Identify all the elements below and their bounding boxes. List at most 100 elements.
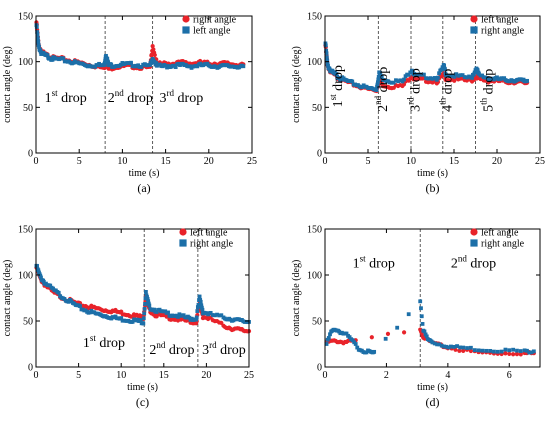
data-point xyxy=(215,312,219,317)
x-tick-label: 2 xyxy=(384,370,389,381)
y-tick-label: 0 xyxy=(28,149,33,160)
x-tick-label: 20 xyxy=(204,156,214,167)
annotation-superscript: nd xyxy=(458,254,468,264)
data-point xyxy=(515,348,519,353)
data-point xyxy=(468,348,473,354)
data-point xyxy=(379,75,384,79)
data-point xyxy=(401,82,407,87)
data-point xyxy=(395,325,400,330)
x-axis-label: time (s) xyxy=(417,382,448,393)
data-point xyxy=(475,68,480,73)
data-point xyxy=(39,275,43,280)
series-2-points xyxy=(323,41,529,93)
data-point xyxy=(418,299,423,304)
data-point xyxy=(102,62,107,67)
annotation-superscript: rd xyxy=(167,88,175,98)
data-point xyxy=(444,344,449,349)
y-tick-label: 100 xyxy=(18,57,33,68)
data-point xyxy=(374,88,379,93)
data-point xyxy=(146,299,151,304)
data-point xyxy=(462,75,467,79)
legend-marker-circle xyxy=(179,228,187,236)
annotation-text: drop xyxy=(331,65,346,94)
panel-label: (b) xyxy=(426,181,440,195)
x-tick-label: 5 xyxy=(77,156,82,167)
data-point xyxy=(402,77,406,82)
data-point xyxy=(422,329,427,334)
data-point xyxy=(375,80,380,85)
y-tick-label: 100 xyxy=(307,271,322,282)
data-point xyxy=(437,342,442,347)
data-point xyxy=(448,74,453,78)
drop-annotation: 3rd drop xyxy=(406,68,424,112)
data-point xyxy=(194,317,199,322)
annotation-text: drop xyxy=(96,336,125,351)
data-point xyxy=(241,64,246,69)
x-tick-label: 20 xyxy=(201,370,211,381)
data-point xyxy=(36,39,41,44)
data-point xyxy=(420,322,425,326)
data-point xyxy=(326,63,330,68)
plot-frame xyxy=(35,228,250,368)
data-point xyxy=(398,78,403,83)
data-point xyxy=(145,295,149,299)
data-point xyxy=(48,283,53,288)
legend-entry: right angle xyxy=(193,15,237,26)
legend-marker-circle xyxy=(470,228,478,236)
legend-entry: left angle xyxy=(193,26,231,37)
data-point xyxy=(173,65,178,70)
data-point xyxy=(424,334,429,339)
x-tick-label: 0 xyxy=(34,370,39,381)
y-tick-label: 50 xyxy=(23,103,33,114)
data-point xyxy=(141,321,146,326)
legend-entry: left angle xyxy=(481,228,519,239)
series-2-points xyxy=(34,263,251,326)
annotation-number: 3 xyxy=(160,91,167,106)
annotation-text: drop xyxy=(409,68,424,97)
annotation-text: drop xyxy=(165,343,194,358)
data-point xyxy=(143,302,147,306)
data-point xyxy=(446,345,451,350)
data-point xyxy=(138,318,143,323)
data-point xyxy=(458,345,463,350)
annotation-text: drop xyxy=(482,69,497,98)
data-point xyxy=(324,51,329,56)
data-point xyxy=(151,47,156,52)
data-point xyxy=(455,344,459,349)
data-point xyxy=(449,344,453,349)
annotation-superscript: st xyxy=(360,254,367,264)
y-tick-label: 150 xyxy=(18,12,33,23)
data-point xyxy=(471,72,476,77)
data-point xyxy=(529,350,534,355)
data-point xyxy=(197,294,202,299)
x-tick-label: 10 xyxy=(406,156,416,167)
drop-annotation: 1st drop xyxy=(328,65,346,107)
data-point xyxy=(436,75,440,80)
annotation-superscript: rd xyxy=(406,97,416,105)
x-tick-label: 25 xyxy=(244,370,254,381)
data-point xyxy=(452,344,456,349)
legend-marker-circle xyxy=(182,15,190,23)
data-point xyxy=(37,45,41,49)
data-point xyxy=(323,43,328,48)
x-axis-label: time (s) xyxy=(127,382,158,393)
data-point xyxy=(439,343,444,348)
series-2-points xyxy=(34,23,246,70)
annotation-superscript: nd xyxy=(156,340,166,350)
data-point xyxy=(499,349,504,354)
y-axis-label: contact angle (deg) xyxy=(291,260,302,337)
data-point xyxy=(106,60,111,65)
data-point xyxy=(199,305,204,310)
data-point xyxy=(385,331,391,336)
x-axis-label: time (s) xyxy=(417,168,448,179)
annotation-number: 1 xyxy=(331,100,346,107)
data-point xyxy=(495,349,500,354)
legend-marker-square xyxy=(182,26,190,34)
data-point xyxy=(525,78,529,83)
data-point xyxy=(443,67,447,72)
data-point xyxy=(442,63,447,68)
annotation-number: 2 xyxy=(149,343,156,358)
data-point xyxy=(176,314,180,319)
